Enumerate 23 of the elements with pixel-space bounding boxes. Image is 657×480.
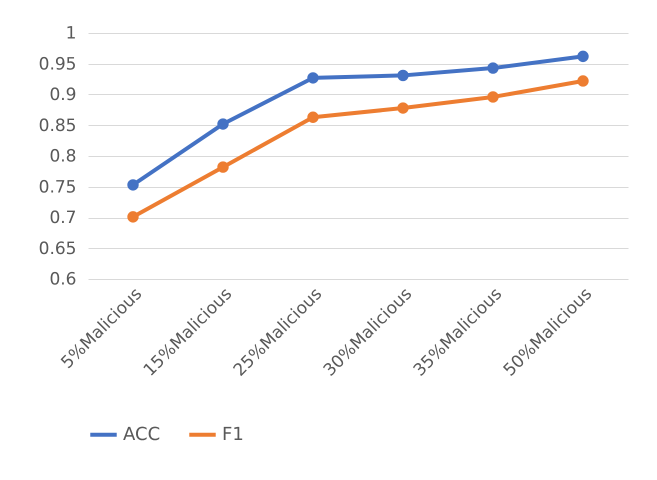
y-tick-label: 1 (66, 24, 76, 44)
point (307, 112, 319, 123)
y-tick-label: 0.6 (49, 270, 76, 290)
point (217, 161, 229, 173)
y-tick-label: 0.7 (49, 208, 76, 228)
y-tick-label: 0.9 (49, 85, 76, 105)
point (397, 102, 409, 114)
point (307, 72, 319, 84)
point (397, 70, 409, 82)
y-tick-label: 0.75 (38, 177, 76, 198)
point (577, 50, 589, 62)
legend-label: F1 (222, 424, 244, 445)
point (487, 62, 499, 74)
point (577, 75, 589, 87)
point (127, 211, 139, 223)
point (127, 179, 139, 191)
y-tick-label: 0.65 (38, 238, 76, 259)
y-tick-label: 0.85 (38, 116, 76, 136)
legend-label: ACC (123, 424, 160, 445)
y-tick-label: 0.95 (38, 54, 76, 74)
y-tick-label: 0.8 (49, 146, 76, 166)
point (217, 118, 229, 130)
point (487, 91, 499, 103)
